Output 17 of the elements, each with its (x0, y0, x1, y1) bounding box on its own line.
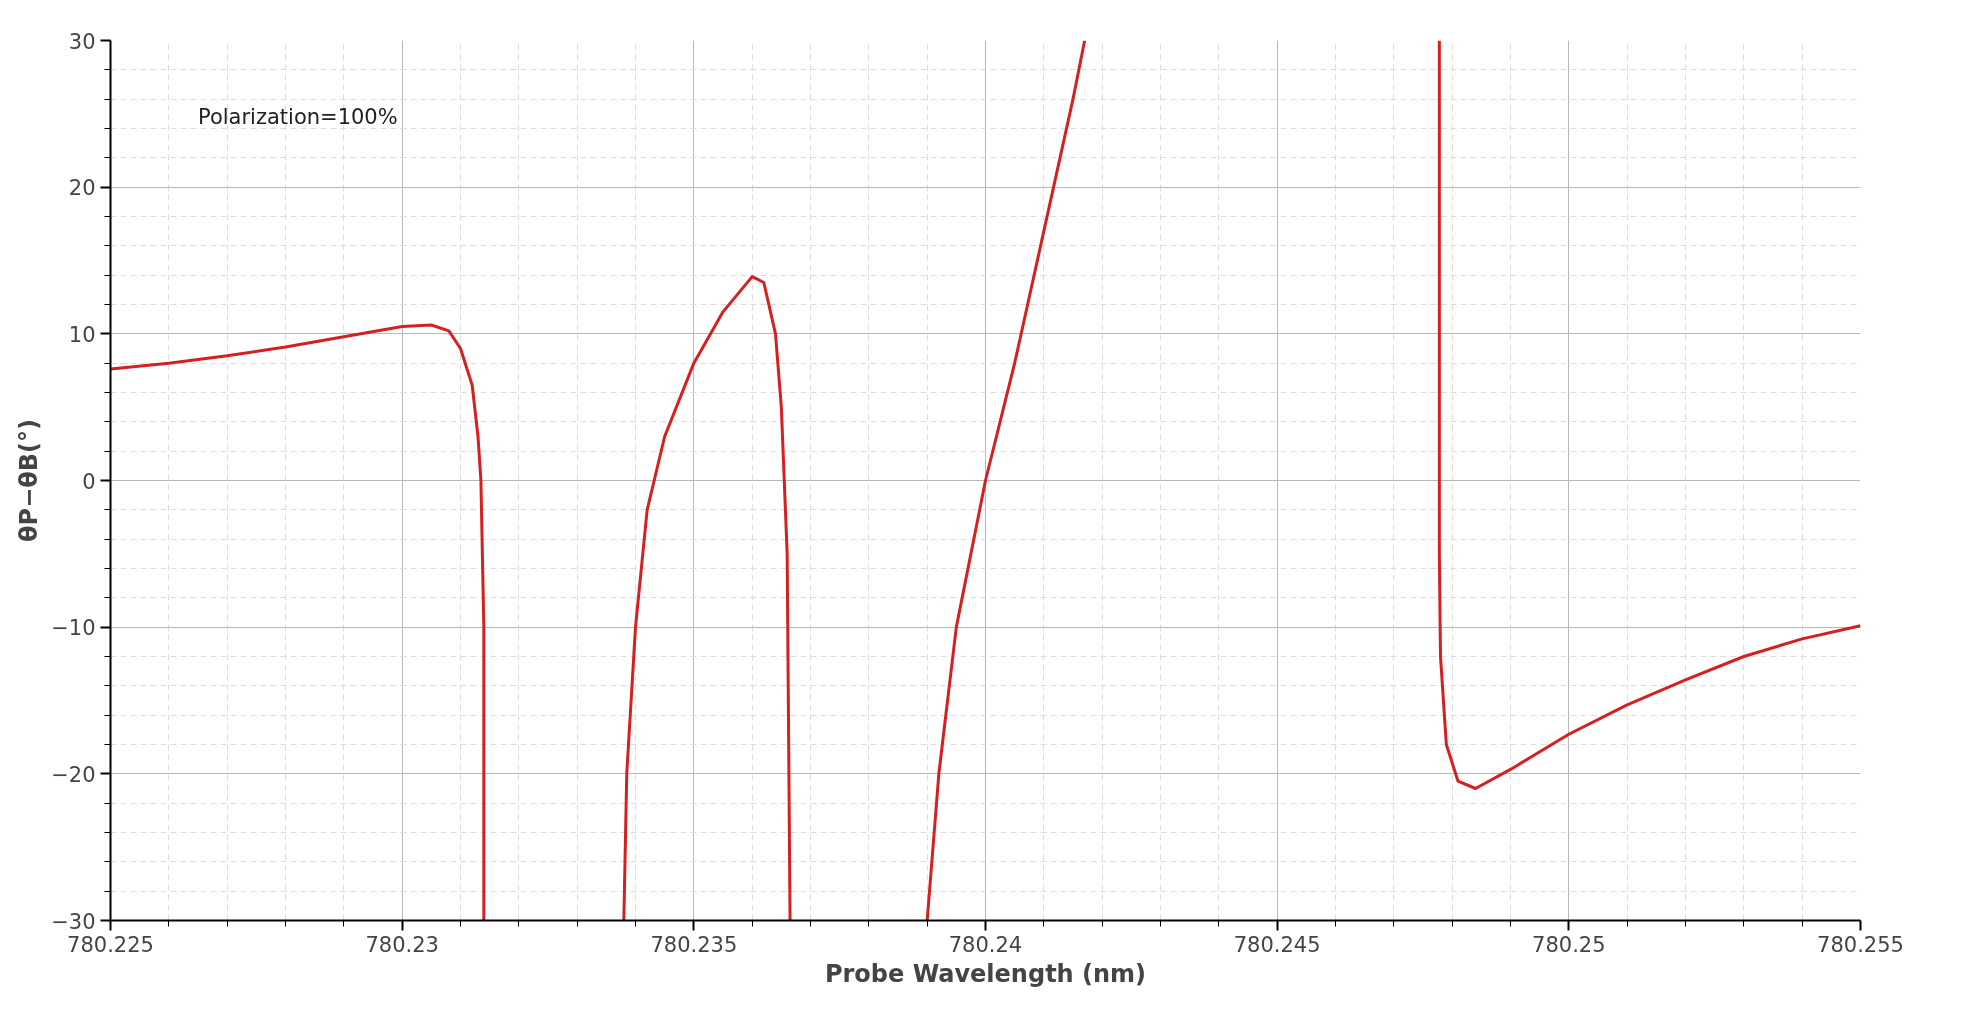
y-tick-label: −20 (51, 762, 96, 787)
y-tick-label: 30 (68, 29, 96, 54)
x-tick-label: 780.24 (948, 932, 1023, 957)
y-axis-title: θP−θB(°) (15, 419, 44, 542)
x-axis-title: Probe Wavelength (nm) (824, 959, 1147, 988)
y-tick-label: 0 (82, 469, 96, 494)
annotation: Polarization=100% (198, 104, 398, 129)
x-tick-label: 780.235 (650, 932, 738, 957)
x-tick-label: 780.25 (1532, 932, 1606, 957)
x-tick-label: 780.245 (1233, 932, 1321, 957)
y-tick-label: 20 (68, 176, 96, 201)
y-tick-label: −30 (51, 909, 96, 934)
x-tick-label: 780.225 (67, 932, 154, 957)
x-tick-label: 780.23 (365, 932, 439, 957)
x-tick-label: 780.255 (1817, 932, 1904, 957)
y-tick-label: −10 (51, 616, 96, 641)
y-tick-label: 10 (68, 322, 96, 347)
